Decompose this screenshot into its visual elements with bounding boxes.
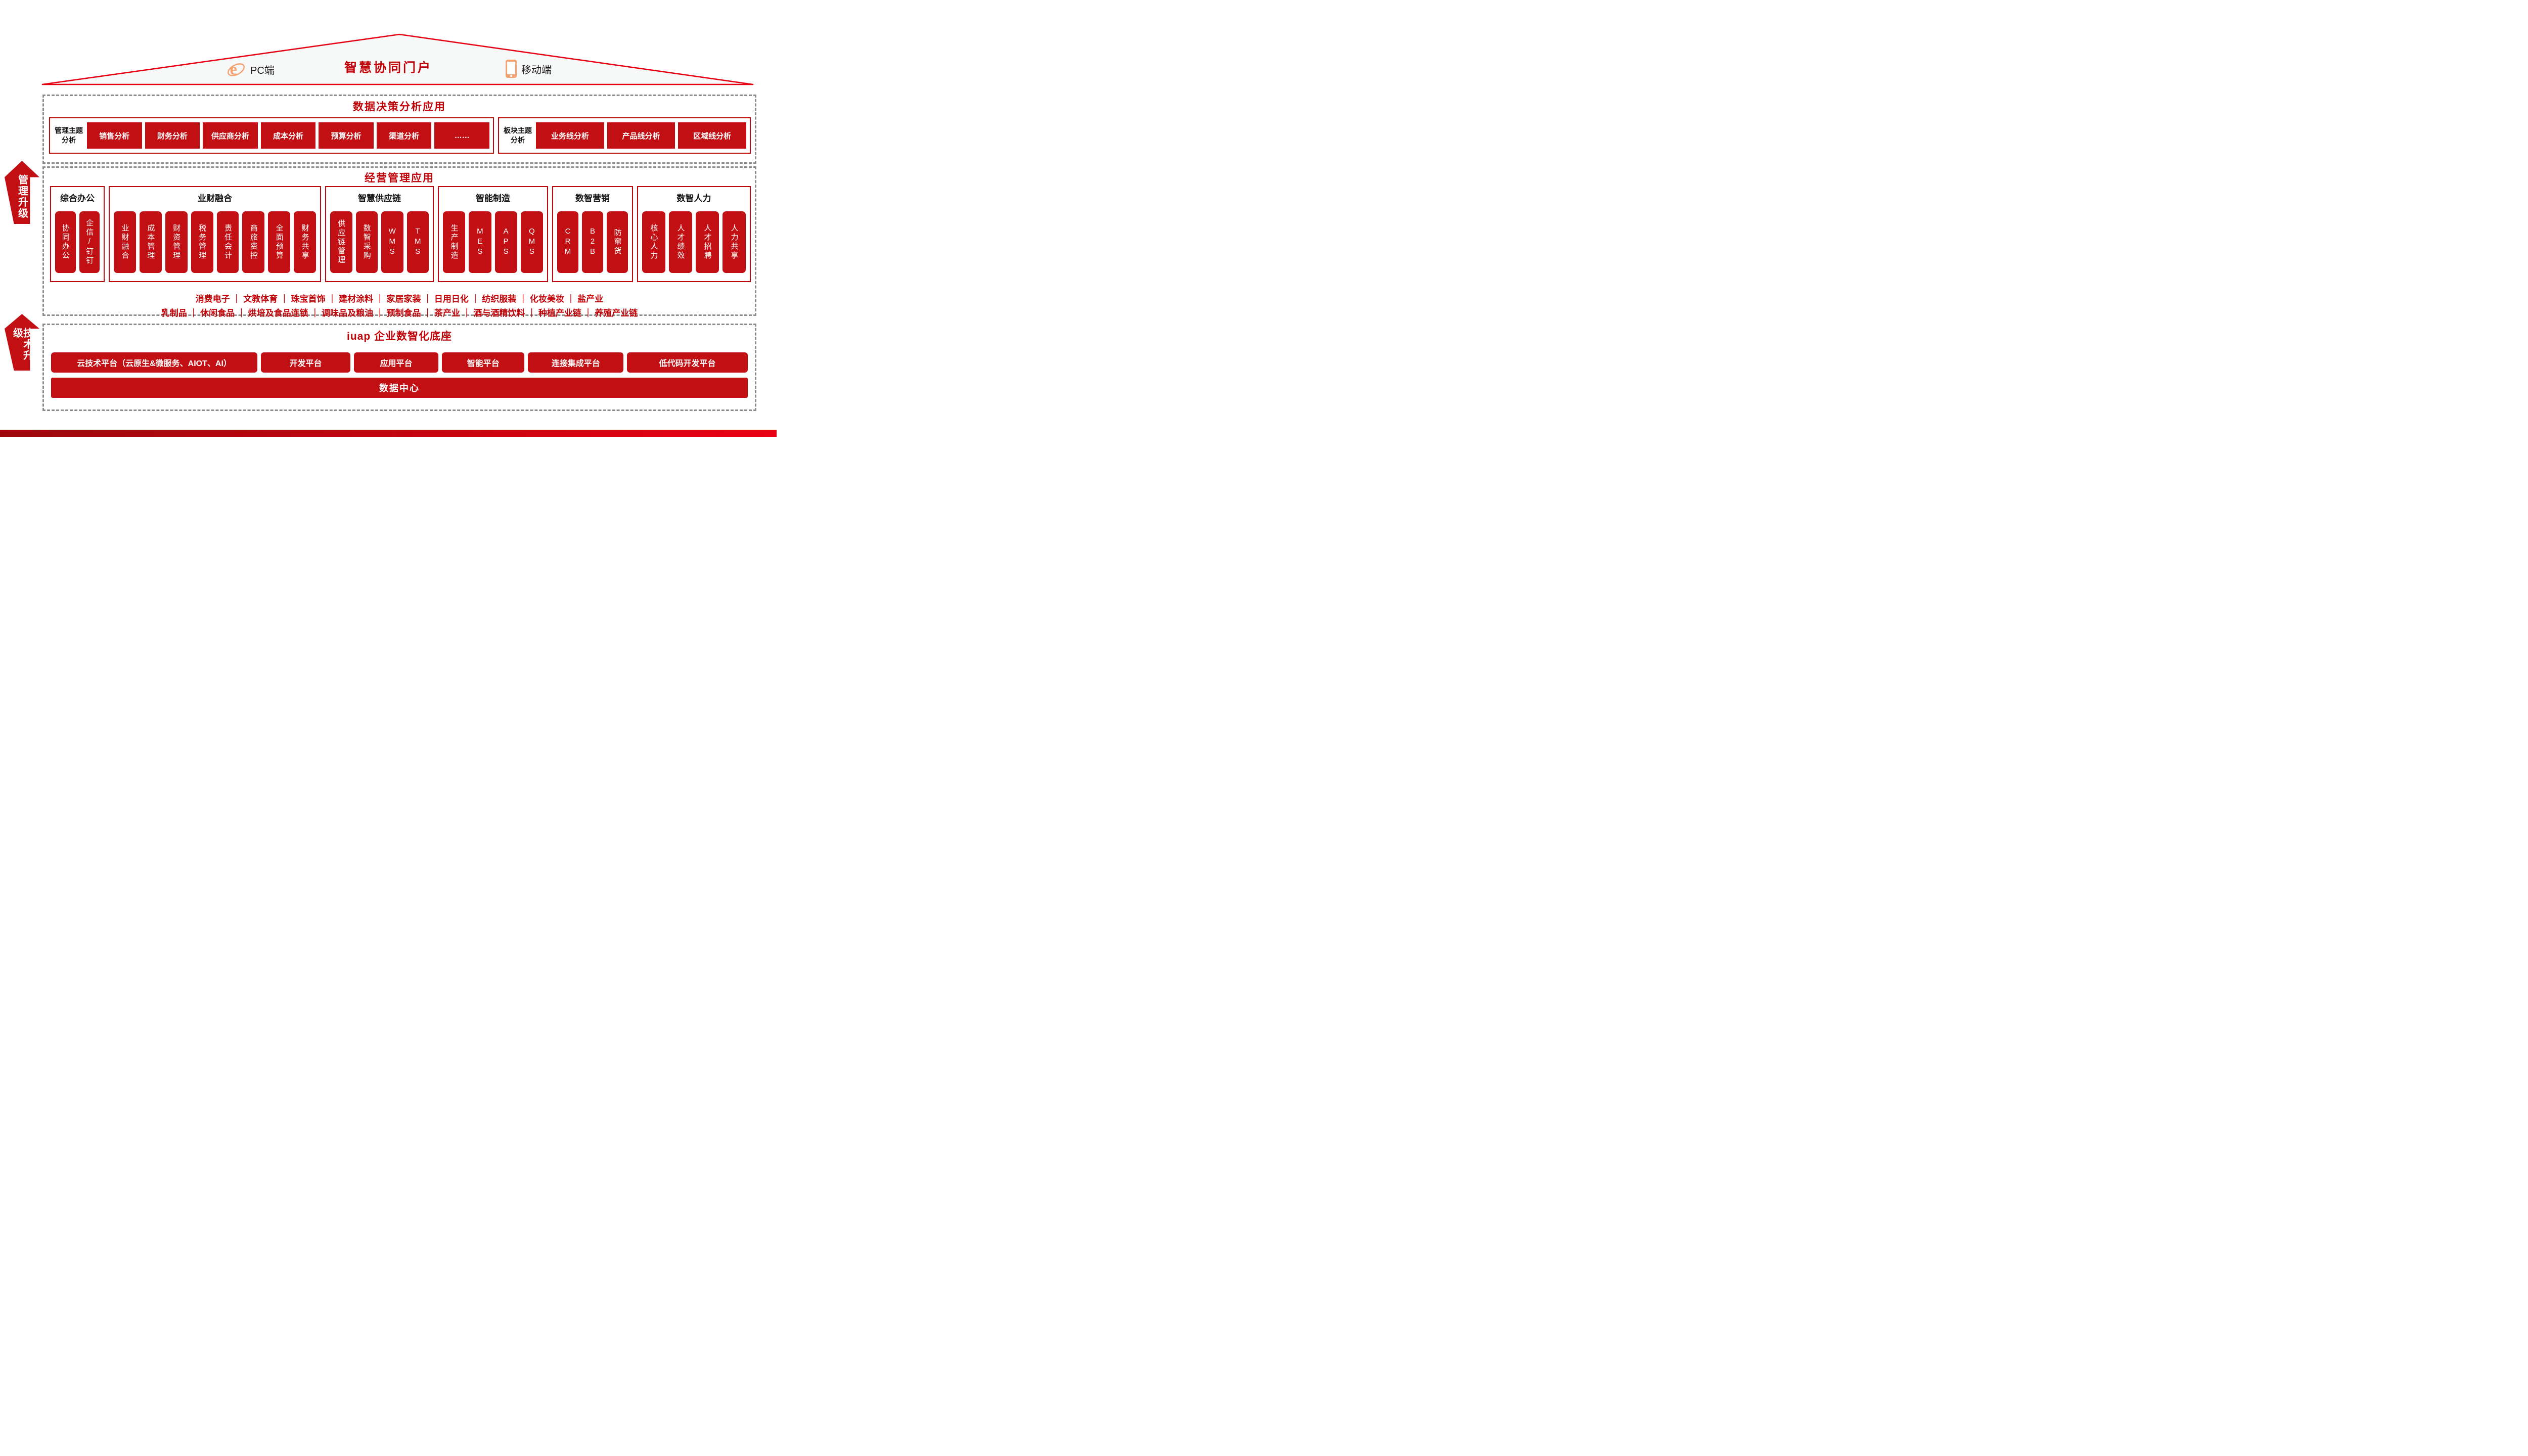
module-button[interactable]: 财务分析 [145, 122, 200, 149]
section-data-decision-analysis: 数据决策分析应用 管理主题分析 销售分析 财务分析 供应商分析 成本分析 预算分… [42, 95, 756, 164]
section-title-iuap: iuap 企业数智化底座 [346, 331, 452, 342]
module-button[interactable]: 供应链管理 [330, 211, 352, 273]
group-buttons: 协同办公 企信/钉钉 [55, 211, 100, 273]
management-theme-label: 管理主题分析 [55, 126, 83, 144]
module-button[interactable]: 财资管理 [165, 211, 188, 273]
module-button[interactable]: 人力共享 [723, 211, 746, 273]
bottom-accent-bar [0, 430, 777, 437]
industry-list-line1: 消费电子 ｜ 文教体育 ｜ 珠宝首饰 ｜ 建材涂料 ｜ 家居家装 ｜ 日用日化 … [195, 294, 604, 304]
management-analysis-buttons: 销售分析 财务分析 供应商分析 成本分析 预算分析 渠道分析 …… [85, 122, 491, 149]
module-button[interactable]: 商旅费控 [242, 211, 265, 273]
group-general-office: 综合办公 协同办公 企信/钉钉 [50, 186, 105, 282]
module-button[interactable]: 责任会计 [216, 211, 239, 273]
module-button[interactable]: APS [494, 211, 517, 273]
module-button[interactable]: WMS [381, 211, 403, 273]
module-button[interactable]: 全面预算 [268, 211, 291, 273]
module-button[interactable]: 产品线分析 [607, 122, 675, 149]
management-upgrade-arrow: 管理升级 [5, 161, 39, 224]
group-title: 综合办公 [60, 194, 95, 203]
management-upgrade-label: 管理升级 [16, 174, 28, 219]
business-groups-row: 综合办公 协同办公 企信/钉钉 业财融合 业财融合 成本管理 财资管理 税务管理… [50, 186, 751, 282]
module-button[interactable]: …… [434, 122, 490, 149]
portal-title: 智慧协同门户 [344, 61, 433, 75]
module-button[interactable]: MES [469, 211, 491, 273]
module-button[interactable]: 成本分析 [260, 122, 316, 149]
sector-theme-label: 板块主题分析 [504, 126, 532, 144]
module-button[interactable]: B2B [582, 211, 603, 273]
group-title: 数智人力 [676, 194, 711, 203]
module-button[interactable]: 防窜货 [607, 211, 628, 273]
mobile-portal-entry: 移动端 [506, 60, 552, 78]
module-button[interactable]: TMS [407, 211, 429, 273]
ie-browser-icon: e [228, 60, 245, 78]
decision-analysis-row: 管理主题分析 销售分析 财务分析 供应商分析 成本分析 预算分析 渠道分析 ……… [49, 117, 751, 154]
technology-upgrade-label: 技术升级 [11, 328, 33, 361]
module-button[interactable]: 低代码开发平台 [627, 352, 748, 373]
module-button[interactable]: 云技术平台（云原生&微服务、AIOT、AI） [51, 352, 258, 373]
technology-upgrade-arrow: 技术升级 [5, 314, 39, 371]
management-theme-analysis-group: 管理主题分析 销售分析 财务分析 供应商分析 成本分析 预算分析 渠道分析 …… [49, 117, 494, 154]
module-button[interactable]: 数智采购 [355, 211, 378, 273]
module-button[interactable]: 协同办公 [55, 211, 76, 273]
module-button[interactable]: 企信/钉钉 [79, 211, 100, 273]
module-button[interactable]: 业财融合 [114, 211, 136, 273]
module-button[interactable]: 开发平台 [261, 352, 350, 373]
portal-roof-shape [41, 33, 754, 85]
module-button[interactable]: 区域线分析 [678, 122, 747, 149]
data-center-bar[interactable]: 数据中心 [51, 378, 748, 398]
group-smart-manufacturing: 智能制造 生产制造 MES APS QMS [438, 186, 548, 282]
module-button[interactable]: 业务线分析 [536, 122, 604, 149]
section-title-business-management: 经营管理应用 [365, 172, 434, 184]
architecture-diagram: e PC端 智慧协同门户 移动端 管理升级 技术升级 数据决策分析应用 管理主题… [0, 0, 777, 437]
group-smart-supply-chain: 智慧供应链 供应链管理 数智采购 WMS TMS [325, 186, 434, 282]
section-title-decision-analysis: 数据决策分析应用 [353, 101, 446, 113]
module-button[interactable]: QMS [520, 211, 543, 273]
group-business-finance: 业财融合 业财融合 成本管理 财资管理 税务管理 责任会计 商旅费控 全面预算 … [109, 186, 321, 282]
group-title: 数智营销 [575, 194, 610, 203]
module-button[interactable]: 渠道分析 [376, 122, 432, 149]
sector-theme-analysis-group: 板块主题分析 业务线分析 产品线分析 区域线分析 [498, 117, 751, 154]
module-button[interactable]: 预算分析 [319, 122, 374, 149]
group-title: 智能制造 [476, 194, 510, 203]
group-buttons: 核心人力 人才绩效 人才招聘 人力共享 [642, 211, 746, 273]
module-button[interactable]: 人才绩效 [669, 211, 692, 273]
group-digital-marketing: 数智营销 CRM B2B 防窜货 [552, 186, 633, 282]
module-button[interactable]: 核心人力 [642, 211, 665, 273]
group-title: 业财融合 [198, 194, 232, 203]
industry-list-line2: 乳制品 ｜ 休闲食品 ｜ 烘培及食品连锁 ｜ 调味品及粮油 ｜ 预制食品 ｜ 茶… [161, 308, 638, 318]
group-title: 智慧供应链 [358, 194, 401, 203]
section-business-management: 经营管理应用 综合办公 协同办公 企信/钉钉 业财融合 业财融合 成本管理 财资… [42, 166, 756, 318]
module-button[interactable]: 税务管理 [191, 211, 213, 273]
mobile-phone-icon [506, 60, 517, 78]
group-buttons: CRM B2B 防窜货 [557, 211, 628, 273]
section-iuap-platform: iuap 企业数智化底座 云技术平台（云原生&微服务、AIOT、AI） 开发平台… [42, 324, 756, 411]
group-buttons: 业财融合 成本管理 财资管理 税务管理 责任会计 商旅费控 全面预算 财务共享 [114, 211, 316, 273]
module-button[interactable]: 财务共享 [294, 211, 316, 273]
group-buttons: 生产制造 MES APS QMS [443, 211, 543, 273]
module-button[interactable]: 人才招聘 [696, 211, 719, 273]
module-button[interactable]: 智能平台 [442, 352, 525, 373]
module-button[interactable]: 成本管理 [139, 211, 162, 273]
group-digital-hr: 数智人力 核心人力 人才绩效 人才招聘 人力共享 [637, 186, 751, 282]
module-button[interactable]: CRM [557, 211, 578, 273]
module-button[interactable]: 生产制造 [443, 211, 466, 273]
platform-buttons-row: 云技术平台（云原生&微服务、AIOT、AI） 开发平台 应用平台 智能平台 连接… [51, 352, 748, 373]
group-buttons: 供应链管理 数智采购 WMS TMS [330, 211, 429, 273]
sector-analysis-buttons: 业务线分析 产品线分析 区域线分析 [534, 122, 748, 149]
module-button[interactable]: 应用平台 [353, 352, 439, 373]
pc-portal-entry: e PC端 [227, 60, 275, 79]
mobile-portal-label: 移动端 [521, 64, 552, 76]
pc-portal-label: PC端 [250, 65, 275, 76]
module-button[interactable]: 销售分析 [87, 122, 142, 149]
module-button[interactable]: 连接集成平台 [528, 352, 624, 373]
module-button[interactable]: 供应商分析 [203, 122, 258, 149]
